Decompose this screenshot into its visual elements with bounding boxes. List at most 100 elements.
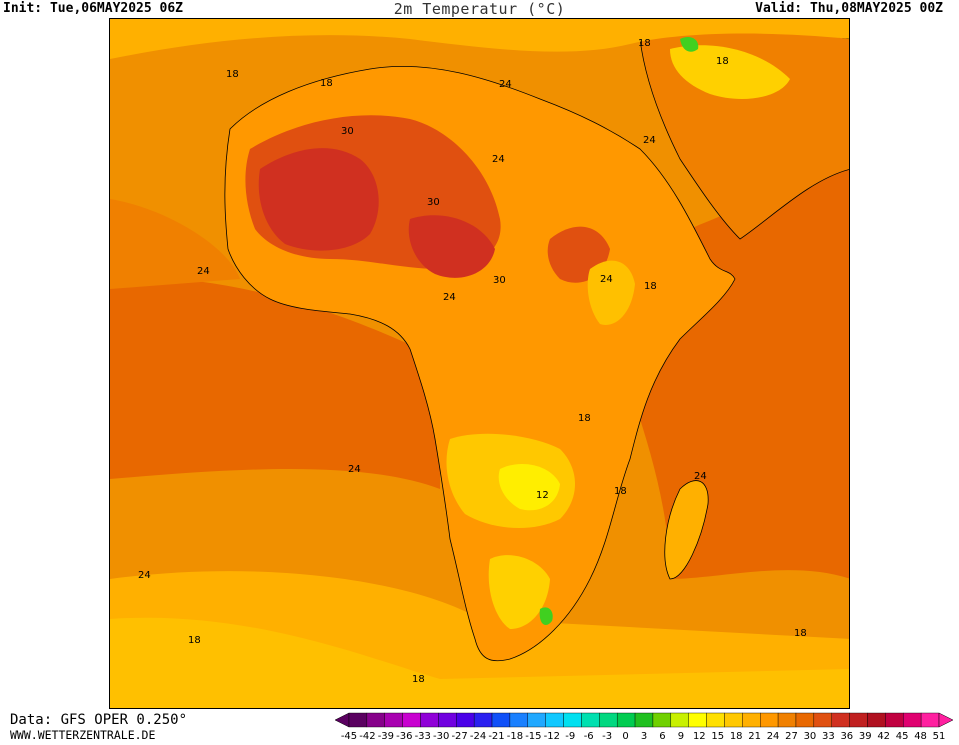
far-south-zone xyxy=(110,617,849,708)
legend-tick-label: 36 xyxy=(840,731,853,741)
legend-swatch xyxy=(670,712,689,728)
isotherm-label: 18 xyxy=(226,69,239,80)
legend-tick-label: -39 xyxy=(378,731,394,741)
isotherm-label: 24 xyxy=(138,570,151,581)
legend-tick-label: -21 xyxy=(488,731,504,741)
legend-tick-label: 48 xyxy=(914,731,927,741)
ethiopia-highland-zone xyxy=(587,260,635,325)
legend-swatch xyxy=(527,712,546,728)
legend-tick-label: -18 xyxy=(507,731,523,741)
legend-swatch xyxy=(652,712,672,728)
legend-swatch xyxy=(760,712,779,728)
isotherm-label: 24 xyxy=(348,464,361,475)
legend-tick-label: 39 xyxy=(859,731,872,741)
legend-arrow-left xyxy=(334,712,350,728)
legend-tick-label: -15 xyxy=(525,731,541,741)
legend-tick-label: -24 xyxy=(470,731,486,741)
legend-tick-label: 27 xyxy=(785,731,798,741)
legend-tick-label: 24 xyxy=(767,731,780,741)
central-sahara-30-zone xyxy=(408,215,495,278)
temperature-map: 18 18 18 30 24 24 24 30 24 24 18 30 24 1… xyxy=(109,18,850,709)
levant-cool-zone xyxy=(670,45,790,99)
legend-tick-label: 51 xyxy=(933,731,946,741)
legend-swatch xyxy=(903,712,922,728)
color-legend: -45 -42 -39 -36 -3 3 -30 -27 -24 -21 -18 -15 -12 -9 -6… xyxy=(333,711,959,742)
legend-swatch xyxy=(813,712,832,728)
legend-tick-label: -27 xyxy=(451,731,467,741)
isotherm-label: 24 xyxy=(643,135,656,146)
legend-tick-label: 0 xyxy=(622,731,628,741)
legend-swatch xyxy=(420,712,439,728)
isotherm-label: 24 xyxy=(197,266,210,277)
anatolia-green-zone xyxy=(680,37,699,52)
tropical-atlantic-zone xyxy=(110,277,440,489)
isotherm-label: 24 xyxy=(600,274,613,285)
legend-swatch xyxy=(456,712,475,728)
legend-swatch xyxy=(688,712,707,728)
isotherm-label: 24 xyxy=(492,154,505,165)
legend-tick-label: 12 xyxy=(693,731,706,741)
legend-swatch xyxy=(438,712,457,728)
legend-tick-label: 30 xyxy=(804,731,817,741)
legend-swatch xyxy=(706,712,725,728)
legend-swatch xyxy=(348,712,368,728)
isotherm-label: 18 xyxy=(578,413,591,424)
legend-swatch xyxy=(831,712,850,728)
legend-tick-label: -45 xyxy=(341,731,357,741)
madagascar xyxy=(664,480,709,580)
legend-swatch xyxy=(402,712,421,728)
legend-swatch xyxy=(545,712,564,728)
init-time: Init: Tue,06MAY2025 06Z xyxy=(3,1,184,16)
isotherm-label: 30 xyxy=(341,126,354,137)
legend-swatch xyxy=(849,712,868,728)
legend-swatch xyxy=(384,712,403,728)
north-atlantic-zone xyxy=(110,199,240,289)
valid-time: Valid: Thu,08MAY2025 00Z xyxy=(755,1,943,16)
isotherm-labels: 18 18 18 30 24 24 24 30 24 24 18 30 24 1… xyxy=(138,38,807,685)
legend-swatch xyxy=(742,712,761,728)
map-title: 2m Temperatur (°C) xyxy=(393,0,566,18)
zambia-12-zone xyxy=(498,464,560,511)
isotherm-label: 24 xyxy=(694,471,707,482)
legend-tick-label: -9 xyxy=(565,731,575,741)
legend-tick-label: -30 xyxy=(433,731,449,741)
legend-tick-label: -6 xyxy=(584,731,594,741)
legend-swatch xyxy=(581,712,600,728)
legend-swatch xyxy=(777,712,797,728)
legend-tick-label: 45 xyxy=(896,731,909,741)
isotherm-label: 24 xyxy=(499,79,512,90)
isotherm-label: 18 xyxy=(644,281,657,292)
legend-swatch xyxy=(509,712,528,728)
legend-tick-label: 42 xyxy=(877,731,890,741)
europe-zone xyxy=(110,19,849,59)
legend-swatch xyxy=(599,712,618,728)
legend-swatch xyxy=(616,712,636,728)
legend-tick-label: 9 xyxy=(678,731,684,741)
legend-swatch xyxy=(885,712,904,728)
legend-swatch xyxy=(867,712,886,728)
isotherm-label: 12 xyxy=(536,490,549,501)
legend-swatch xyxy=(366,712,385,728)
isotherm-label: 18 xyxy=(638,38,651,49)
legend-tick-label: -12 xyxy=(544,731,560,741)
isotherm-label: 24 xyxy=(443,292,456,303)
legend-tick-label: 15 xyxy=(711,731,724,741)
legend-tick-label: 3 xyxy=(641,731,647,741)
isotherm-label: 18 xyxy=(320,78,333,89)
legend-swatch xyxy=(795,712,815,728)
legend-swatch xyxy=(491,712,511,728)
legend-tick-label: -3 xyxy=(602,731,612,741)
isotherm-label: 18 xyxy=(794,628,807,639)
data-source: Data: GFS OPER 0.250° xyxy=(10,712,188,728)
legend-arrow-right xyxy=(938,712,954,728)
legend-tick-label: -42 xyxy=(359,731,375,741)
isotherm-label: 18 xyxy=(188,635,201,646)
legend-swatch xyxy=(634,712,654,728)
legend-tick-label: 6 xyxy=(659,731,665,741)
legend-swatch xyxy=(920,712,940,728)
isotherm-label: 30 xyxy=(493,275,506,286)
legend-tick-label: -36 xyxy=(396,731,412,741)
legend-swatch xyxy=(563,712,582,728)
isotherm-label: 18 xyxy=(412,674,425,685)
isotherm-label: 30 xyxy=(427,197,440,208)
